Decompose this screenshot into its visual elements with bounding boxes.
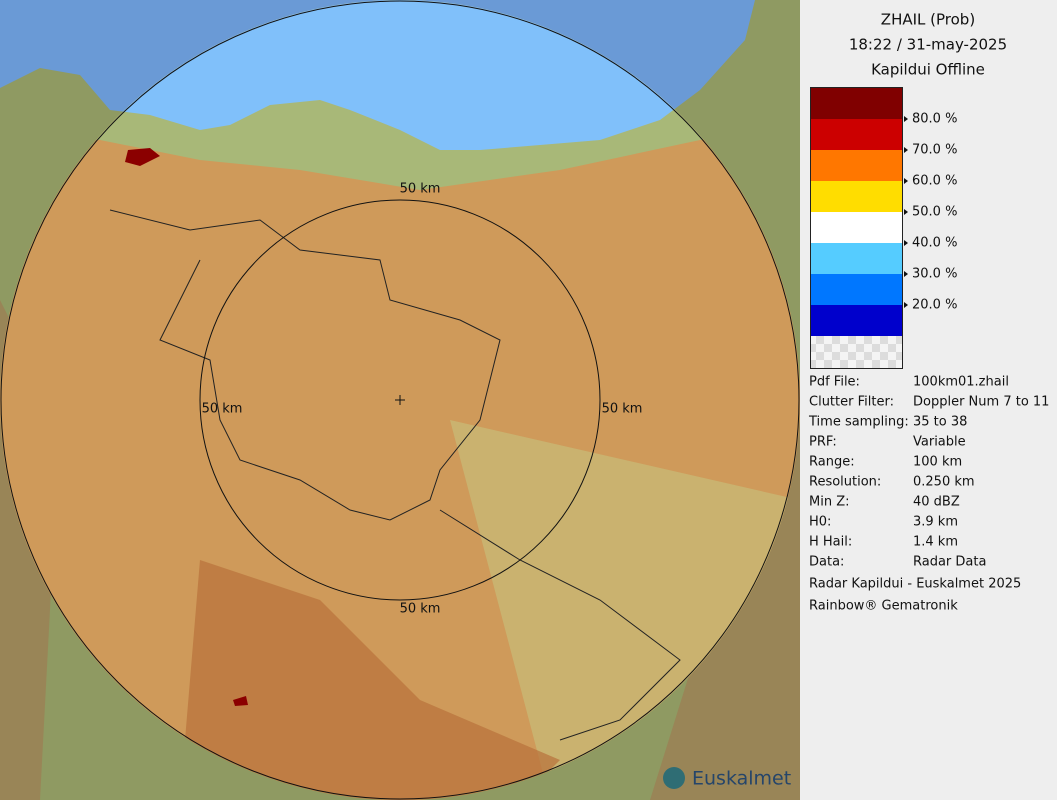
legend-swatch: [811, 150, 902, 181]
legend-swatch: [811, 212, 902, 243]
legend-label: 20.0 %: [912, 298, 957, 313]
legend-swatch: [811, 274, 902, 305]
legend-swatch: [811, 119, 902, 150]
info-value: 35 to 38: [913, 415, 967, 430]
datetime: 18:22 / 31-may-2025: [849, 36, 1007, 54]
info-value: 40 dBZ: [913, 495, 960, 510]
title: ZHAIL (Prob): [881, 11, 975, 29]
info-value: Radar Data: [913, 555, 986, 570]
sidebar: ZHAIL (Prob) 18:22 / 31-may-2025 Kapildu…: [800, 0, 1057, 800]
info-key: H Hail:: [809, 535, 852, 550]
info-key: PRF:: [809, 435, 837, 450]
map: 50 km 50 km 50 km 50 km Euskalmet: [0, 0, 800, 800]
info-key: Resolution:: [809, 475, 881, 490]
info-key: Data:: [809, 555, 844, 570]
info-value: 0.250 km: [913, 475, 975, 490]
borders: [109, 209, 681, 741]
info-key: Clutter Filter:: [809, 395, 894, 410]
legend-tick: [904, 302, 908, 308]
credit: Radar Kapildui - Euskalmet 2025: [809, 577, 1021, 592]
info-value: 100 km: [913, 455, 962, 470]
info-value: Variable: [913, 435, 966, 450]
legend-swatch: [811, 88, 902, 119]
info-key: H0:: [809, 515, 831, 530]
legend-label: 40.0 %: [912, 236, 957, 251]
info-key: Time sampling:: [808, 415, 909, 430]
range-ring-50: [199, 199, 601, 601]
info-value: 1.4 km: [913, 535, 958, 550]
legend-label: 70.0 %: [912, 143, 957, 158]
info-value: Doppler Num 7 to 11: [913, 395, 1049, 410]
info-value: 100km01.zhail: [913, 375, 1009, 390]
logo: Euskalmet: [692, 768, 791, 790]
range-label: 50 km: [400, 182, 441, 197]
info-key: Min Z:: [809, 495, 850, 510]
legend-tick: [904, 178, 908, 184]
terrain: [0, 300, 800, 800]
range-label: 50 km: [202, 402, 243, 417]
vendor: Rainbow® Gematronik: [809, 599, 958, 614]
status: Kapildui Offline: [871, 61, 985, 79]
legend: 80.0 % 70.0 % 60.0 % 50.0 % 40.0 % 30.0 % 20.0…: [810, 87, 957, 369]
legend-label: 80.0 %: [912, 112, 957, 127]
info-table: Pdf File: 100km01.zhail Clutter Filter: Dop…: [808, 375, 1049, 570]
info-key: Range:: [809, 455, 855, 470]
range-label: 50 km: [602, 402, 643, 417]
legend-swatch: [811, 305, 902, 336]
legend-tick: [904, 271, 908, 277]
legend-label: 30.0 %: [912, 267, 957, 282]
legend-tick: [904, 240, 908, 246]
logo-icon: [663, 767, 685, 789]
legend-tick: [904, 147, 908, 153]
info-key: Pdf File:: [809, 375, 860, 390]
legend-swatch: [811, 243, 902, 274]
range-ring-100: [0, 0, 800, 800]
range-label: 50 km: [400, 602, 441, 617]
radar-site: [395, 395, 405, 405]
legend-label: 60.0 %: [912, 174, 957, 189]
info-value: 3.9 km: [913, 515, 958, 530]
legend-tick: [904, 116, 908, 122]
legend-tick: [904, 209, 908, 215]
legend-label: 50.0 %: [912, 205, 957, 220]
legend-swatch: [811, 181, 902, 212]
